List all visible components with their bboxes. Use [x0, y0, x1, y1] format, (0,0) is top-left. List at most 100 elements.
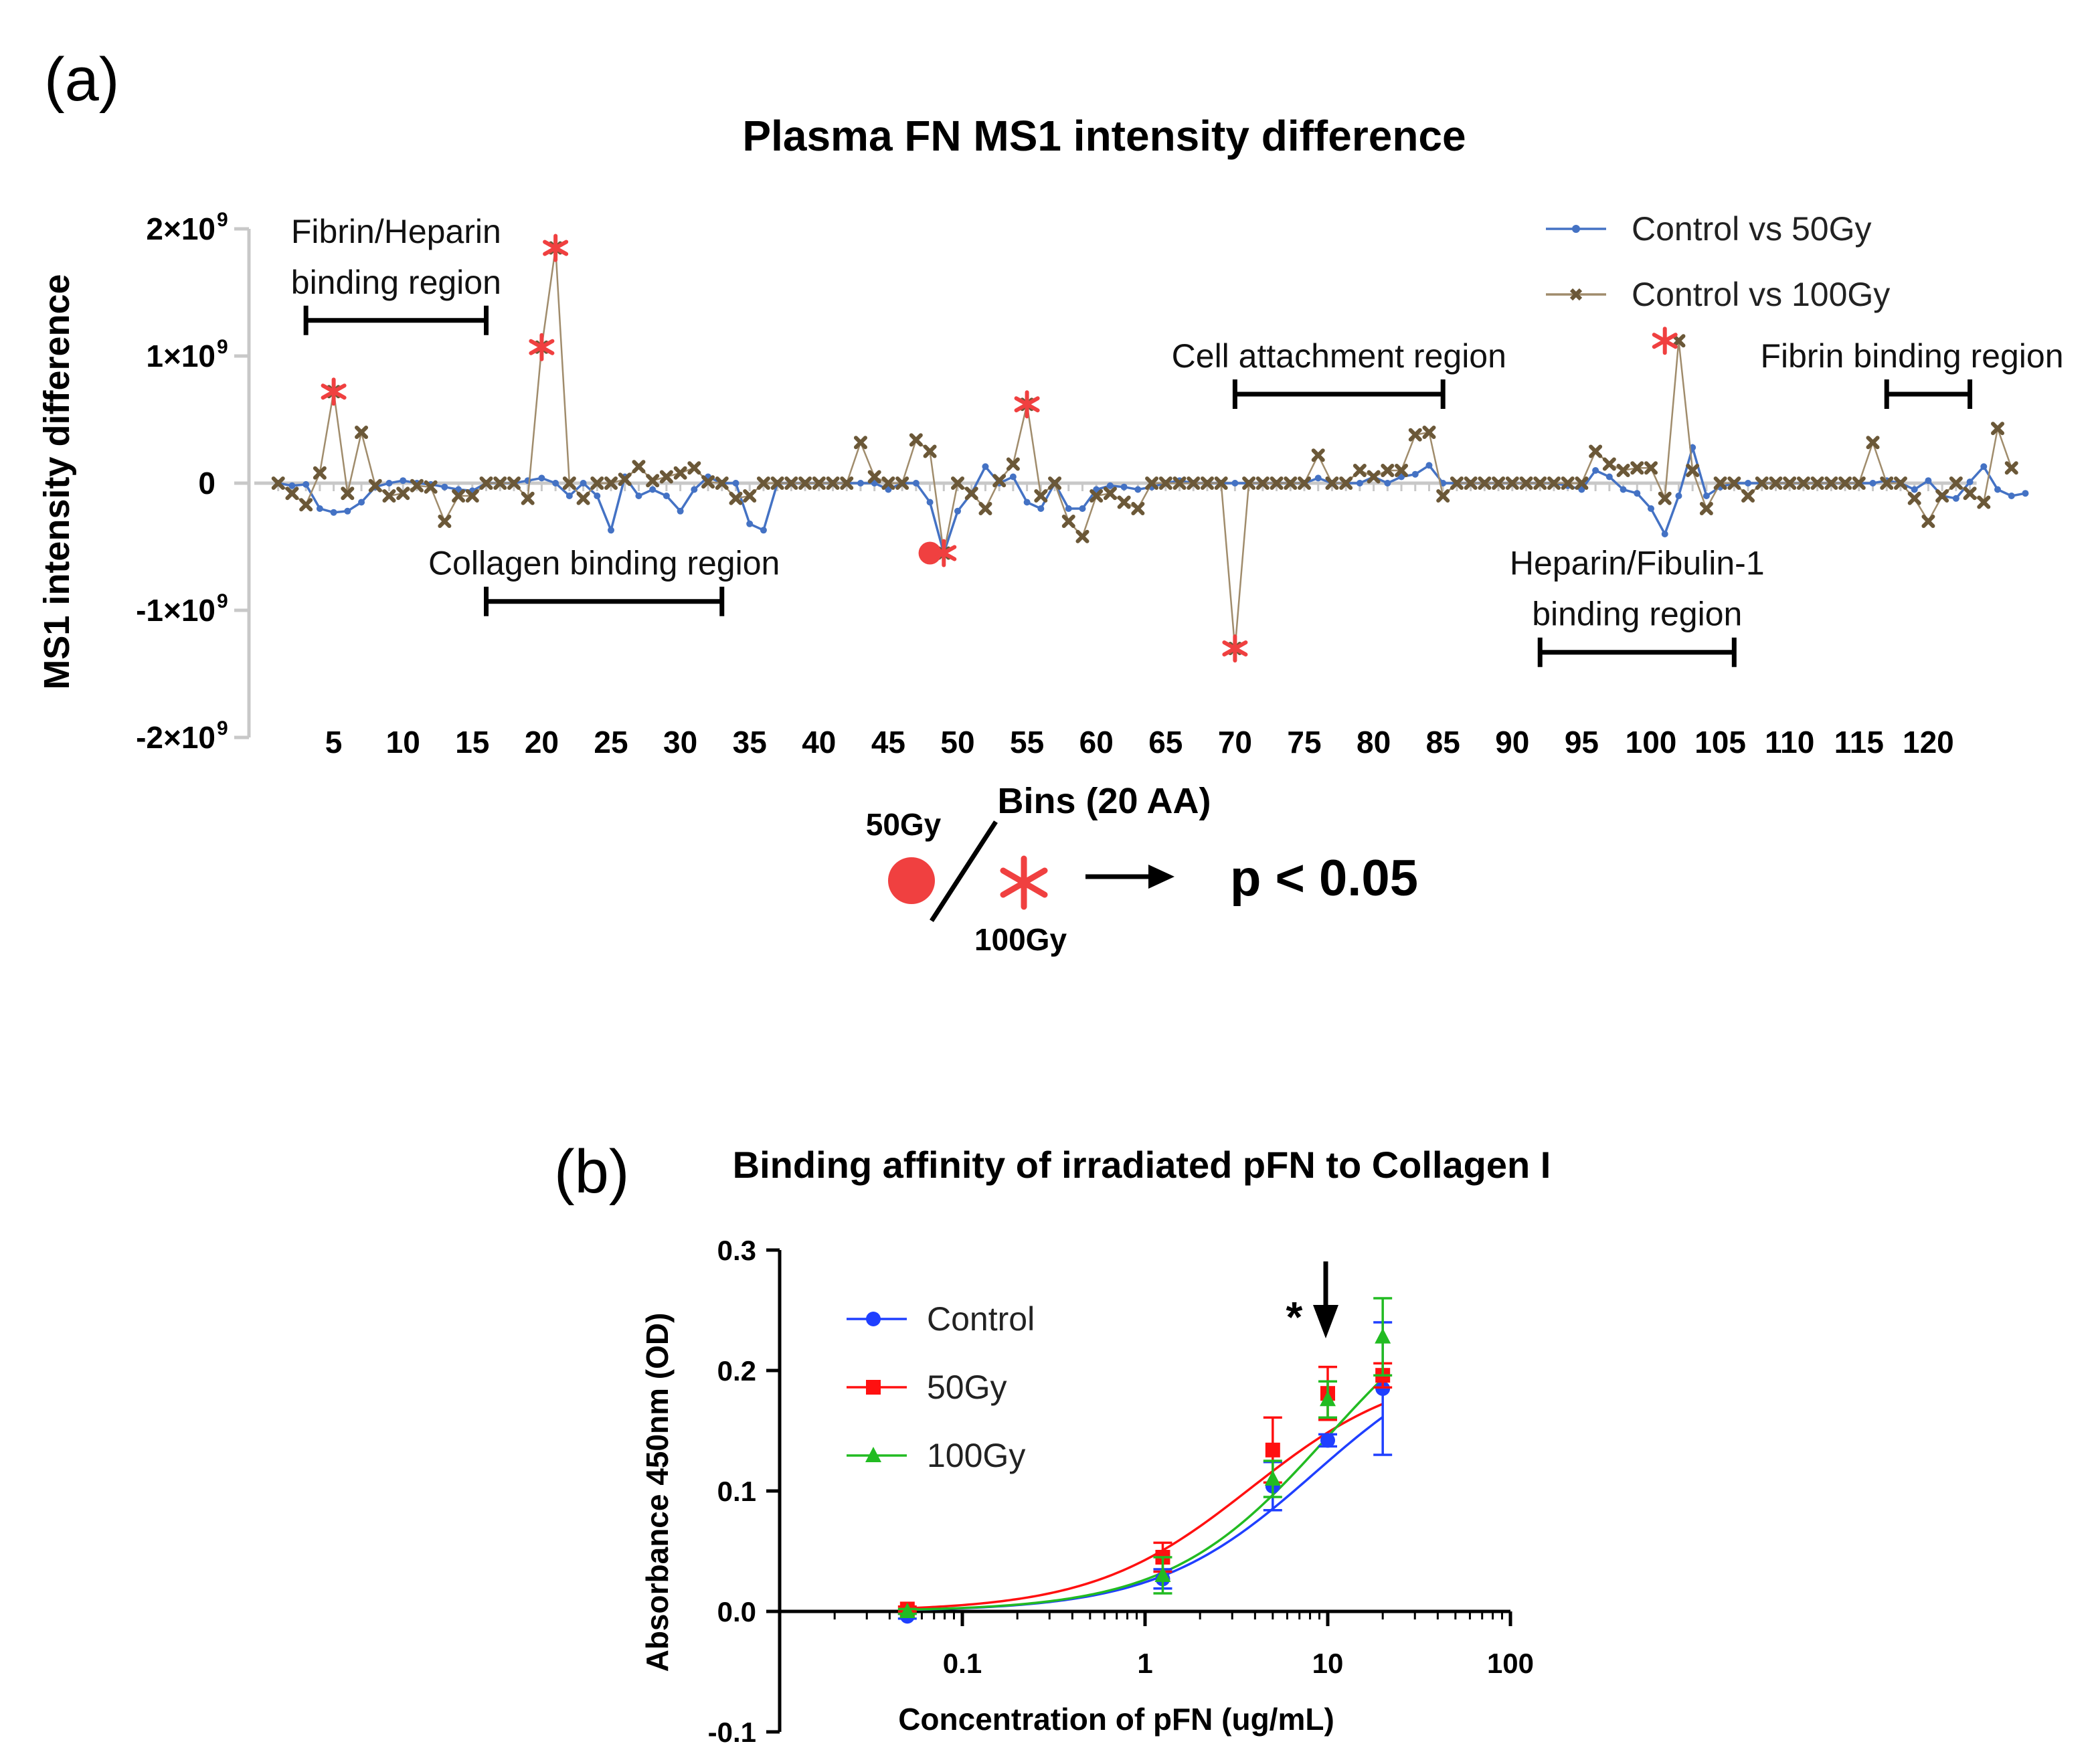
- series-point: [1079, 505, 1086, 512]
- region-label: Collagen binding region: [428, 545, 780, 582]
- chart-b-y-tick-label: 0.1: [717, 1476, 756, 1507]
- series-point: [1093, 486, 1100, 493]
- series-point-stroke: [452, 489, 466, 503]
- series-point: [1353, 464, 1367, 477]
- series-point: [1852, 476, 1866, 490]
- series-point: [1672, 334, 1686, 348]
- series-point: [1991, 422, 2004, 436]
- series-point: [313, 466, 327, 480]
- series-point: [826, 476, 840, 490]
- series-point: [1907, 491, 1921, 505]
- series-point-stroke: [1034, 489, 1048, 503]
- series-point-stroke: [1672, 334, 1686, 348]
- series-point: [1630, 461, 1644, 475]
- data-point: [1320, 1433, 1335, 1448]
- series-point: [594, 493, 601, 499]
- series-point: [1686, 464, 1700, 477]
- chart-b-y-tick-label: -0.1: [708, 1716, 756, 1748]
- chart-a-y-tick-exponent: 9: [217, 717, 228, 739]
- series-point-stroke: [1353, 464, 1367, 477]
- chart-a-x-tick-label: 105: [1694, 725, 1746, 760]
- legend-label: 50Gy: [927, 1369, 1007, 1406]
- panel-b-letter: (b): [554, 1138, 629, 1206]
- series-point: [1009, 473, 1017, 480]
- series-point: [732, 480, 739, 487]
- chart-a-y-tick-label: -2×10: [136, 720, 215, 755]
- series-point-stroke: [1769, 476, 1783, 490]
- series-point: [1796, 476, 1810, 490]
- series-point-stroke: [1103, 487, 1117, 501]
- chart-b-legend: Control 50Gy 100Gy: [847, 1300, 1035, 1474]
- series-point: [1675, 493, 1682, 499]
- series-point: [1880, 476, 1894, 490]
- series-point: [1634, 490, 1641, 497]
- series-point-stroke: [1796, 476, 1810, 490]
- series-point: [1356, 480, 1363, 487]
- data-point: [1375, 1381, 1391, 1396]
- asterisk-stroke: [1222, 640, 1248, 656]
- series-point: [1464, 476, 1478, 490]
- series-point: [580, 480, 587, 487]
- series-point-stroke: [1561, 476, 1575, 490]
- chart-a-y-axis-title: MS1 intensity difference: [37, 274, 77, 689]
- region-label: Fibrin/Heparin: [291, 213, 501, 250]
- significance-asterisk: [1652, 327, 1678, 355]
- series-point: [396, 487, 410, 501]
- series-point: [562, 476, 576, 490]
- key-arrow-head: [1148, 865, 1174, 889]
- series-point-stroke: [978, 502, 992, 515]
- series-point: [1398, 473, 1405, 480]
- series-point-stroke: [659, 470, 673, 484]
- series-point: [743, 489, 757, 503]
- series-point-stroke: [507, 476, 521, 490]
- series-point-stroke: [604, 476, 618, 490]
- series-point-stroke: [992, 474, 1007, 488]
- series-point: [798, 476, 812, 490]
- data-point: [1375, 1328, 1391, 1344]
- series-control-vs-50gy: [274, 443, 2029, 557]
- series-point: [1061, 515, 1075, 528]
- series-point: [358, 499, 365, 506]
- series-point: [1605, 473, 1613, 480]
- significance-dot: [918, 541, 942, 565]
- series-point-stroke: [1131, 502, 1145, 515]
- series-point: [424, 480, 438, 494]
- series-point: [1395, 464, 1409, 477]
- chart-a-title: Plasma FN MS1 intensity difference: [742, 112, 1466, 160]
- series-point: [1037, 505, 1045, 512]
- series-point-stroke: [271, 476, 285, 490]
- series-point: [1367, 470, 1381, 484]
- series-point-stroke: [1589, 444, 1603, 458]
- series-point-stroke: [1214, 476, 1228, 490]
- significance-asterisk: [543, 234, 569, 262]
- series-point: [1949, 476, 1963, 490]
- series-point: [1425, 462, 1433, 469]
- series-point: [659, 470, 673, 484]
- series-point-stroke: [1935, 489, 1949, 503]
- data-point: [1265, 1442, 1280, 1458]
- series-point: [1869, 480, 1877, 487]
- series-point-stroke: [1644, 461, 1658, 475]
- series-point-stroke: [1630, 461, 1644, 475]
- legend-label: Control vs 100Gy: [1632, 276, 1890, 313]
- data-point: [1320, 1391, 1336, 1407]
- series-point: [1089, 489, 1104, 503]
- series-point-stroke: [1048, 476, 1062, 490]
- series-point: [1578, 486, 1585, 493]
- series-point: [1422, 426, 1436, 439]
- series-point-stroke: [1921, 515, 1935, 528]
- region-label: Heparin/Fibulin-1: [1510, 545, 1765, 582]
- series-point: [1505, 476, 1519, 490]
- series-point-stroke: [313, 466, 327, 480]
- series-point: [926, 499, 934, 506]
- series-point-stroke: [1824, 476, 1838, 490]
- series-point-stroke: [1450, 476, 1464, 490]
- significance-asterisk: [931, 539, 957, 567]
- series-point: [1411, 470, 1419, 478]
- chart-b-axes: 0.3 0.2 0.1 0.0 -0.1 0.1 1 10 100: [708, 1235, 1534, 1748]
- series-point: [1048, 476, 1062, 490]
- series-point-stroke: [1422, 426, 1436, 439]
- series-point: [895, 476, 909, 490]
- series-point: [1921, 515, 1935, 528]
